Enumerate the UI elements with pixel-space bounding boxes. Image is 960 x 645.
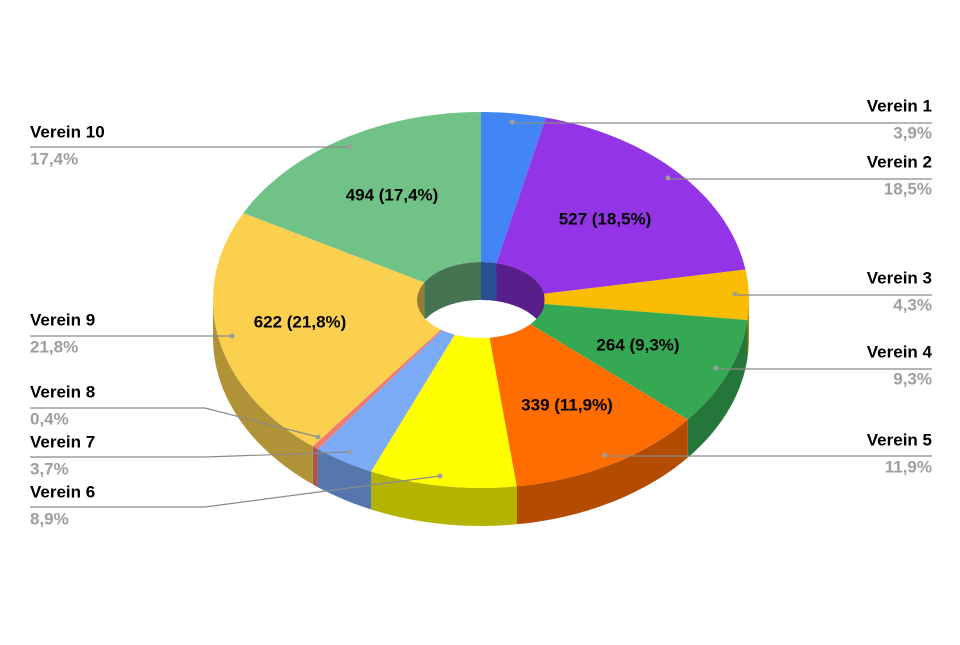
slice [481,112,546,264]
slice-side [317,449,372,510]
leader-line [30,475,441,508]
slice [496,117,746,294]
percent-label: 3,7% [30,459,69,478]
leader-dot [347,449,353,455]
slice [544,269,749,320]
legend-label: Verein 5 [867,430,932,449]
leader-dot [229,333,235,339]
data-label: 527 (18,5%) [559,209,652,228]
leader-dot [732,291,738,297]
slice-side [312,446,318,488]
legend-label: Verein 1 [867,96,932,115]
legend-label: Verein 6 [30,482,95,501]
slice [243,112,481,283]
leader-line [511,122,932,124]
legend-label: Verein 2 [867,152,932,171]
percent-label: 18,5% [884,179,932,198]
slice [213,213,441,447]
leader-line [30,407,319,438]
data-label: 494 (17,4%) [346,185,439,204]
data-label: 264 (9,3%) [596,335,679,354]
slice-side [516,419,688,525]
percent-label: 8,9% [30,509,69,528]
leader-dot [437,473,443,479]
slice [371,334,517,488]
leader-dot [347,144,353,150]
percent-label: 3,9% [893,123,932,142]
legend-label: Verein 7 [30,432,95,451]
percent-label: 17,4% [30,149,78,168]
slice-side [687,320,748,458]
legend-label: Verein 3 [867,268,932,287]
legend-label: Verein 9 [30,310,95,329]
percent-label: 0,4% [30,409,69,428]
data-label: 622 (21,8%) [254,312,347,331]
slice [489,324,688,487]
legend-label: Verein 8 [30,382,95,401]
legend-label: Verein 4 [867,342,933,361]
percent-label: 21,8% [30,337,78,356]
leader-line [30,451,351,458]
leader-dot [713,365,719,371]
data-label: 339 (11,9%) [521,395,613,414]
slice [317,330,455,472]
slice-side [747,300,749,358]
slice-inner-side [424,262,481,321]
slice-inner-side [496,263,545,332]
leader-dot [602,452,608,458]
percent-label: 4,3% [893,295,932,314]
leader-dot [509,119,515,125]
leader-dot [665,175,671,181]
slice-inner-side [481,262,497,302]
slice-side [213,300,313,485]
slice [530,304,748,420]
percent-label: 11,9% [885,457,932,476]
slice-side [371,471,517,526]
slice [312,329,442,450]
percent-label: 9,3% [893,369,932,388]
legend-label: Verein 10 [30,122,105,141]
leader-dot [315,434,321,440]
